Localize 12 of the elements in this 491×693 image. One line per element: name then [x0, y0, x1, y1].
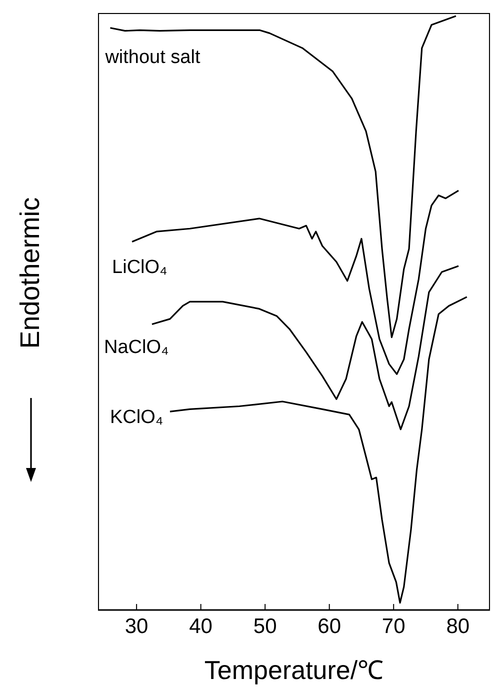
x-tick-label: 70 — [382, 614, 406, 638]
x-tick-label: 30 — [124, 614, 148, 638]
x-tick-label: 60 — [318, 614, 342, 638]
x-tick-label: 40 — [189, 614, 212, 638]
x-axis-title: Temperature/℃ — [204, 655, 384, 685]
x-tick-label: 80 — [446, 614, 470, 638]
y-axis-title: Endothermic — [15, 196, 45, 351]
series-label: LiClO₄ — [112, 256, 168, 280]
series-label: without salt — [105, 46, 200, 70]
series-label: NaClO₄ — [104, 336, 169, 360]
x-tick-label: 50 — [253, 614, 277, 638]
series-label: KClO₄ — [110, 406, 164, 430]
